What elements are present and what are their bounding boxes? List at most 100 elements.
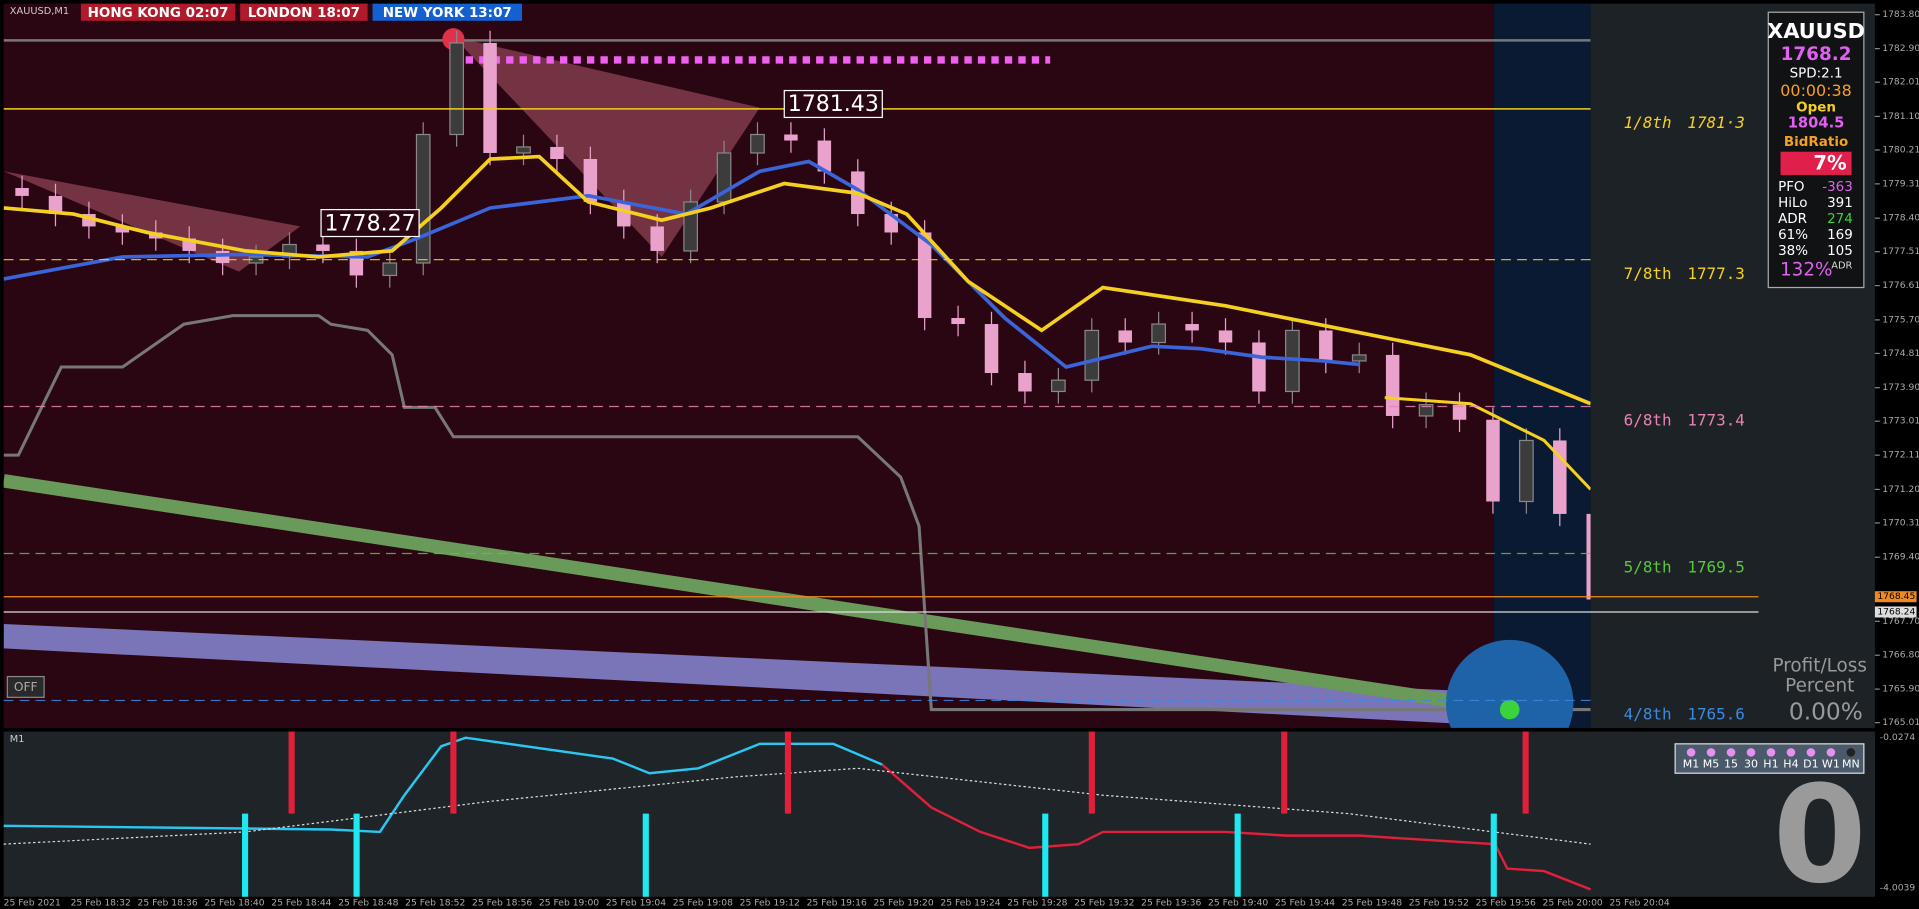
info-value: 169 <box>1827 228 1853 243</box>
price-tag-label: 1768.24 <box>1877 606 1915 617</box>
candle-body <box>316 244 330 251</box>
timeframe[interactable]: W1 <box>1822 758 1840 771</box>
info-value: 391 <box>1827 196 1853 211</box>
info-value: 274 <box>1827 212 1853 227</box>
y-tick-label: 1766.80 <box>1882 650 1919 661</box>
timeframe[interactable]: H1 <box>1763 758 1778 771</box>
big-value: 0 <box>1773 756 1867 909</box>
info-bidratio: 7% <box>1813 151 1846 174</box>
level-name: 1/8th <box>1624 113 1672 132</box>
x-tick-label: 25 Feb 20:04 <box>1609 897 1669 908</box>
candle-body <box>1118 330 1132 343</box>
symbol-label: XAUUSD,M1 <box>10 6 69 17</box>
clock-box <box>80 3 236 21</box>
x-tick-label: 25 Feb 19:00 <box>539 897 599 908</box>
y-tick-label: 1772.11 <box>1882 450 1919 461</box>
x-tick-label: 25 Feb 19:28 <box>1007 897 1067 908</box>
timeframe[interactable]: M1 <box>1683 758 1700 771</box>
x-tick-label: 25 Feb 2021 <box>4 897 61 908</box>
y-tick-label: 1765.90 <box>1882 684 1919 695</box>
clock: HONG KONG 02:07 <box>88 6 229 21</box>
timeframe[interactable]: 30 <box>1744 758 1758 771</box>
pl-value: 0.00% <box>1789 699 1863 726</box>
price-label: 1781.43 <box>788 92 879 117</box>
candles <box>15 30 1591 600</box>
x-tick-label: 25 Feb 19:08 <box>673 897 733 908</box>
info-rows: PFO -363 HiLo 391 ADR 274 61% 169 38% 105 <box>1778 180 1853 259</box>
y-tick-label: 1781.10 <box>1882 111 1919 122</box>
trend-band <box>3 474 1454 708</box>
x-tick-label: 25 Feb 18:40 <box>204 897 264 908</box>
candle-body <box>1252 342 1266 392</box>
candle-body <box>1418 404 1434 417</box>
y-tick-label: 1775.70 <box>1882 314 1919 325</box>
candle-body <box>984 324 999 374</box>
info-key: ADR <box>1778 212 1807 227</box>
candle-body <box>1018 373 1032 392</box>
info-adr-label: ADR <box>1831 260 1852 271</box>
info-key: 38% <box>1778 244 1808 259</box>
indicator-pane <box>3 731 1875 897</box>
y-tick-label: 1782.01 <box>1882 77 1919 88</box>
timeframe[interactable]: H4 <box>1783 758 1798 771</box>
timeframe[interactable]: 15 <box>1724 758 1738 771</box>
timeframe-dot <box>1806 748 1816 757</box>
info-value: -363 <box>1822 180 1853 195</box>
info-bidratio-label: BidRatio <box>1784 135 1848 150</box>
candle-body <box>784 134 798 141</box>
candle-body <box>48 195 63 215</box>
x-tick-label: 25 Feb 18:44 <box>271 897 331 908</box>
pl-title: Percent <box>1785 675 1854 696</box>
price-tag <box>1874 606 1917 618</box>
info-key: HiLo <box>1778 196 1807 211</box>
candle-body <box>15 188 29 196</box>
info-panel <box>1767 11 1865 289</box>
y-tick-label: 1765.01 <box>1882 717 1919 728</box>
bidratio-box <box>1780 151 1852 175</box>
candle-body <box>1084 329 1100 381</box>
candle-body <box>1486 419 1500 502</box>
y-tick-label: 1773.01 <box>1882 416 1919 427</box>
timeframe-dot <box>1686 748 1696 757</box>
timeframe[interactable]: MN <box>1842 758 1860 771</box>
candle-body <box>483 42 497 153</box>
x-tick-label: 25 Feb 19:24 <box>940 897 1000 908</box>
timeframe[interactable]: M5 <box>1703 758 1720 771</box>
x-tick-label: 25 Feb 19:16 <box>807 897 867 908</box>
x-tick-label: 25 Feb 19:56 <box>1476 897 1536 908</box>
candle-body <box>449 42 464 136</box>
dotted-line <box>3 767 1591 845</box>
blue-ma <box>3 159 1361 370</box>
x-tick-label: 25 Feb 18:36 <box>137 897 197 908</box>
x-tick-label: 25 Feb 18:32 <box>71 897 131 908</box>
x-tick-label: 25 Feb 19:32 <box>1074 897 1134 908</box>
timeframe-dot <box>1706 748 1716 757</box>
x-tick-label: 25 Feb 19:04 <box>606 897 666 908</box>
level-value: 1773.4 <box>1687 411 1745 430</box>
x-tick-label: 25 Feb 18:52 <box>405 897 465 908</box>
candle-body <box>817 140 832 172</box>
y-tick-label: 1783.80 <box>1882 9 1919 20</box>
info-open: 1804.5 <box>1788 115 1845 132</box>
level-name: 7/8th <box>1624 264 1672 283</box>
timeframe[interactable]: D1 <box>1803 758 1818 771</box>
yellow-ma <box>3 154 1591 406</box>
x-tick-label: 25 Feb 19:36 <box>1141 897 1201 908</box>
signal-line <box>3 736 883 834</box>
band <box>3 623 1471 725</box>
off-button[interactable] <box>6 675 45 698</box>
level-value: 1777.3 <box>1687 264 1745 283</box>
y-tick-label: 1780.21 <box>1882 144 1919 155</box>
x-tick-label: 25 Feb 18:48 <box>338 897 398 908</box>
indicator-tick-label: -0.0274 <box>1880 732 1916 743</box>
candle-body <box>583 159 598 202</box>
candle-body <box>1385 354 1400 416</box>
candle-body <box>750 133 765 154</box>
off-button-label[interactable]: OFF <box>14 680 38 694</box>
x-tick-label: 25 Feb 19:20 <box>873 897 933 908</box>
price-tag-label: 1768.45 <box>1877 591 1915 602</box>
pl-title: Profit/Loss <box>1773 656 1867 677</box>
timeframe-dot <box>1826 748 1836 757</box>
timeframes: M1 M5 15 30 H1 H4 D1 W1 MN <box>1683 748 1860 771</box>
y-tick-label: 1774.81 <box>1882 348 1919 359</box>
